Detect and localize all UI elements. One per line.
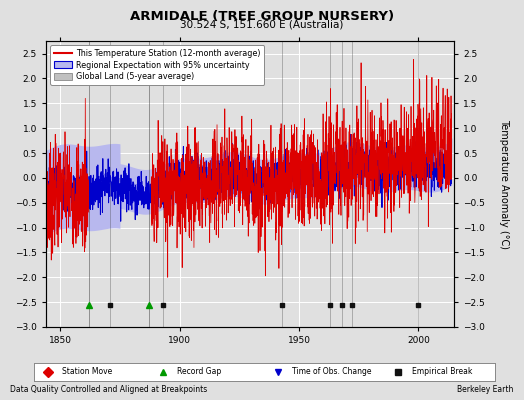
Y-axis label: Temperature Anomaly (°C): Temperature Anomaly (°C) — [499, 119, 509, 249]
Legend: This Temperature Station (12-month average), Regional Expectation with 95% uncer: This Temperature Station (12-month avera… — [50, 45, 264, 85]
Text: ARMIDALE (TREE GROUP NURSERY): ARMIDALE (TREE GROUP NURSERY) — [130, 10, 394, 23]
Text: Empirical Break: Empirical Break — [412, 367, 473, 376]
Text: Time of Obs. Change: Time of Obs. Change — [292, 367, 372, 376]
Text: Record Gap: Record Gap — [177, 367, 221, 376]
Text: Station Move: Station Move — [62, 367, 112, 376]
Text: 30.524 S, 151.660 E (Australia): 30.524 S, 151.660 E (Australia) — [180, 19, 344, 29]
Text: Berkeley Earth: Berkeley Earth — [457, 385, 514, 394]
Text: Data Quality Controlled and Aligned at Breakpoints: Data Quality Controlled and Aligned at B… — [10, 385, 208, 394]
